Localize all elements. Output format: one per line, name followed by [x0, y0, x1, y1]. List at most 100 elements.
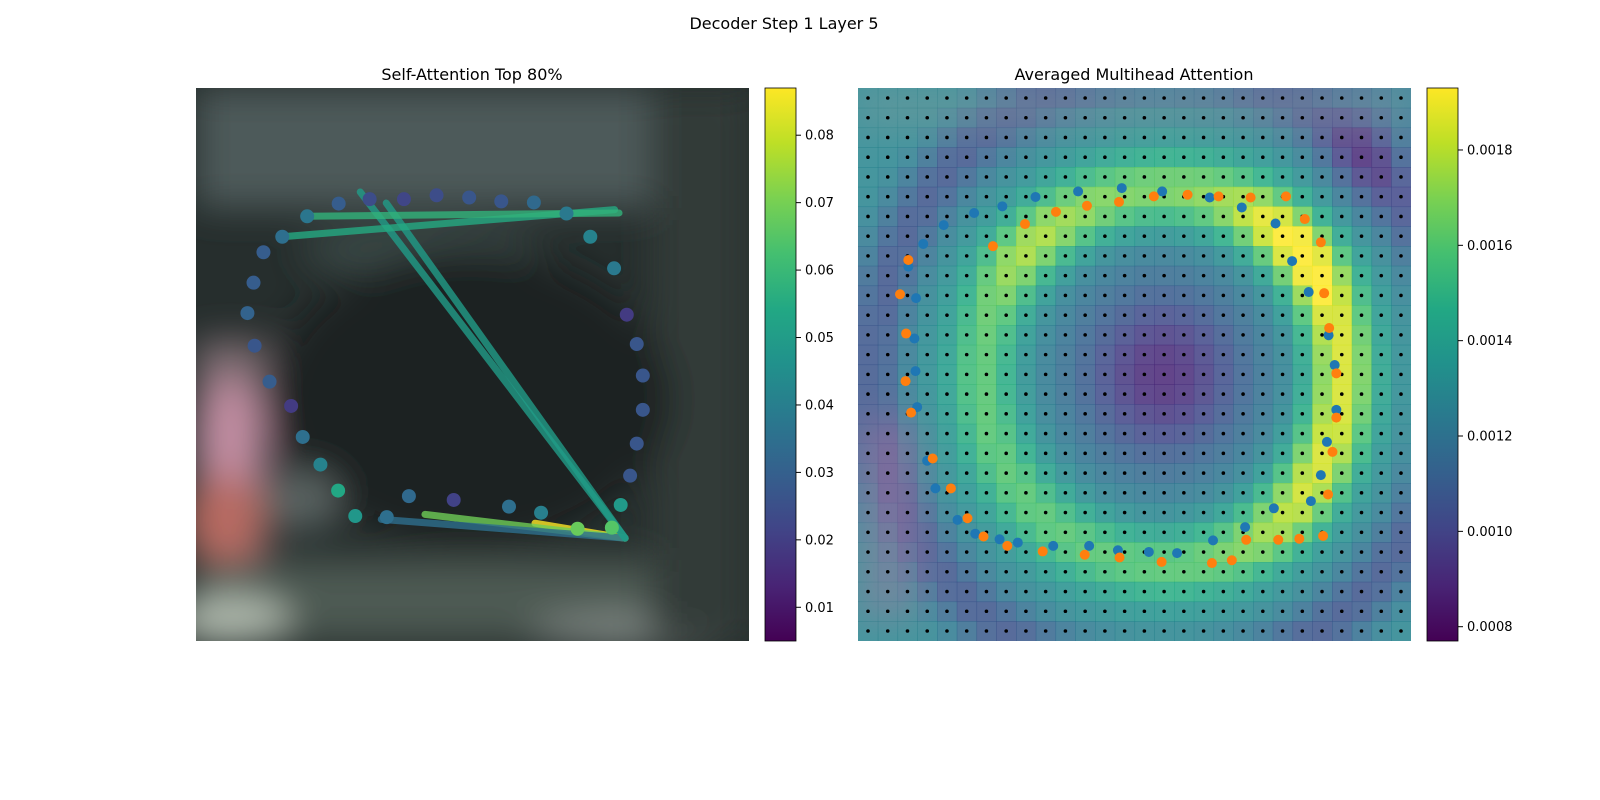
grid-dot — [1083, 589, 1087, 594]
grid-dot — [1261, 175, 1265, 179]
grid-dot — [1162, 412, 1166, 416]
grid-dot — [1359, 194, 1364, 199]
grid-dot — [1122, 254, 1127, 258]
grid-dot — [1320, 155, 1324, 160]
grid-dot — [1300, 175, 1305, 179]
grid-dot — [1359, 471, 1364, 475]
blue-point — [938, 220, 949, 231]
grid-dot — [945, 589, 949, 594]
grid-dot — [964, 313, 969, 317]
grid-dot — [905, 175, 910, 179]
grid-dot — [1043, 471, 1048, 475]
grid-dot — [1122, 451, 1127, 456]
grid-dot — [1024, 313, 1028, 317]
grid-dot — [1024, 273, 1028, 278]
grid-dot — [1201, 293, 1206, 298]
grid-dot — [1221, 412, 1226, 416]
blue-point — [911, 293, 922, 304]
grid-dot — [1261, 155, 1265, 160]
grid-dot — [1103, 313, 1107, 317]
grid-dot — [1359, 392, 1364, 396]
grid-dot — [1241, 273, 1245, 278]
grid-dot — [866, 234, 870, 238]
grid-dot — [1142, 333, 1147, 337]
grid-dot — [1339, 431, 1344, 436]
grid-dot — [925, 491, 930, 495]
grid-dot — [1339, 273, 1344, 278]
grid-dot — [1261, 333, 1265, 337]
grid-dot — [866, 194, 870, 199]
grid-dot — [1063, 175, 1068, 179]
grid-dot — [1063, 254, 1068, 258]
grid-dot — [1083, 293, 1087, 298]
grid-dot — [1379, 175, 1384, 179]
grid-dot — [1103, 589, 1107, 594]
grid-dot — [1142, 214, 1147, 219]
grid-dot — [1024, 491, 1028, 495]
grid-dot — [1063, 589, 1068, 594]
grid-dot — [1300, 392, 1305, 396]
orange-point — [1148, 191, 1159, 202]
grid-dot — [1300, 96, 1305, 100]
grid-dot — [1043, 96, 1048, 100]
grid-dots — [866, 96, 1403, 633]
grid-dot — [1004, 194, 1008, 199]
colorbar-tick-label: 0.07 — [805, 196, 834, 211]
grid-dot — [1043, 491, 1048, 495]
grid-dot — [1300, 194, 1305, 199]
grid-dot — [905, 392, 910, 396]
grid-dot — [905, 155, 910, 160]
grid-dot — [1280, 471, 1285, 475]
grid-dot — [984, 214, 989, 219]
grid-dot — [1339, 589, 1344, 594]
grid-dot — [1162, 313, 1166, 317]
grid-dot — [866, 550, 870, 554]
grid-dot — [1399, 530, 1403, 535]
query-point — [629, 436, 644, 451]
grid-dot — [1004, 254, 1008, 258]
grid-dot — [1261, 392, 1265, 396]
grid-dot — [1261, 609, 1265, 614]
grid-dot — [1063, 510, 1068, 515]
figure-suptitle: Decoder Step 1 Layer 5 — [689, 14, 878, 33]
grid-dot — [1004, 510, 1008, 515]
grid-dot — [925, 431, 930, 436]
grid-dot — [1241, 254, 1245, 258]
blue-point — [930, 483, 941, 494]
grid-dot — [1221, 273, 1226, 278]
grid-dot — [1201, 372, 1206, 377]
grid-dot — [1024, 254, 1028, 258]
grid-dot — [1280, 273, 1285, 278]
grid-dot — [925, 412, 930, 416]
grid-dot — [1280, 254, 1285, 258]
grid-dot — [1300, 135, 1305, 140]
grid-dot — [1162, 569, 1166, 574]
grid-dot — [1103, 214, 1107, 219]
grid-dot — [1300, 629, 1305, 633]
query-point — [635, 368, 650, 383]
query-point — [331, 483, 346, 498]
grid-dot — [945, 175, 949, 179]
colorbar2-gradient — [1426, 87, 1459, 642]
grid-dot — [1043, 589, 1048, 594]
grid-dot — [1024, 333, 1028, 337]
grid-dot — [945, 550, 949, 554]
grid-dot — [1043, 214, 1048, 219]
grid-dot — [1280, 96, 1285, 100]
grid-dot — [1359, 569, 1364, 574]
orange-point — [927, 453, 938, 464]
grid-dot — [1339, 175, 1344, 179]
grid-dot — [925, 352, 930, 357]
grid-dot — [1320, 412, 1324, 416]
grid-dot — [1280, 392, 1285, 396]
grid-dot — [1399, 372, 1403, 377]
grid-dot — [1142, 609, 1147, 614]
grid-dot — [1043, 530, 1048, 535]
blue-point — [1331, 404, 1342, 415]
grid-dot — [1201, 96, 1206, 100]
grid-dot — [1103, 293, 1107, 298]
grid-dot — [1083, 96, 1087, 100]
grid-dot — [945, 510, 949, 515]
grid-dot — [964, 194, 969, 199]
grid-dot — [1043, 412, 1048, 416]
